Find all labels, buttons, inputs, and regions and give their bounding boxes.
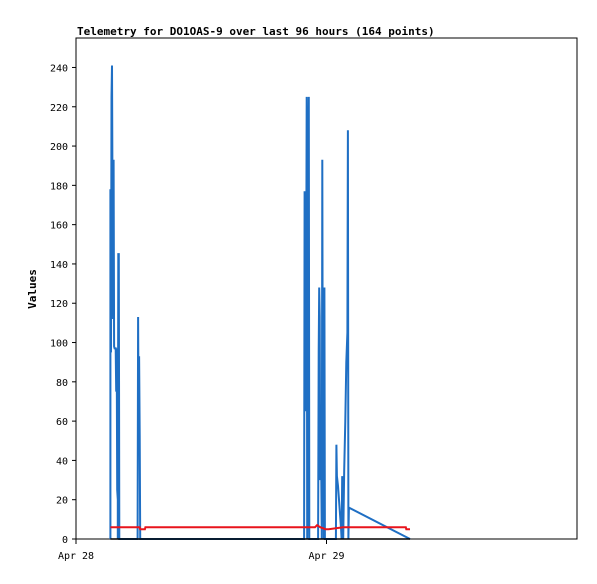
- y-tick-label: 140: [50, 260, 68, 271]
- y-tick-label: 20: [56, 496, 68, 507]
- x-axis-ticks: Apr 28 Apr 29: [58, 539, 345, 562]
- y-tick-label: 120: [50, 299, 68, 310]
- y-tick-label: 100: [50, 339, 68, 350]
- x-tick-label: Apr 29: [308, 551, 344, 562]
- y-tick-label: 40: [56, 456, 68, 467]
- y-tick-label: 180: [50, 181, 68, 192]
- y-tick-label: 200: [50, 142, 68, 153]
- y-tick-label: 0: [62, 535, 68, 546]
- chart-title: Telemetry for DO1OAS-9 over last 96 hour…: [77, 25, 435, 38]
- y-axis-ticks: 0 20 40 60 80 100 120 140 160 180 200 220 240: [50, 63, 76, 546]
- y-tick-label: 60: [56, 417, 68, 428]
- series-layer: [109, 65, 411, 540]
- plot-frame: [75, 37, 578, 540]
- series-line-0: [109, 65, 411, 540]
- y-tick-label: 220: [50, 103, 68, 114]
- x-tick-label: Apr 28: [58, 551, 94, 562]
- y-tick-label: 240: [50, 63, 68, 74]
- y-tick-label: 80: [56, 378, 68, 389]
- y-axis-label: Values: [26, 269, 39, 309]
- y-tick-label: 160: [50, 221, 68, 232]
- series-line-1: [110, 523, 410, 531]
